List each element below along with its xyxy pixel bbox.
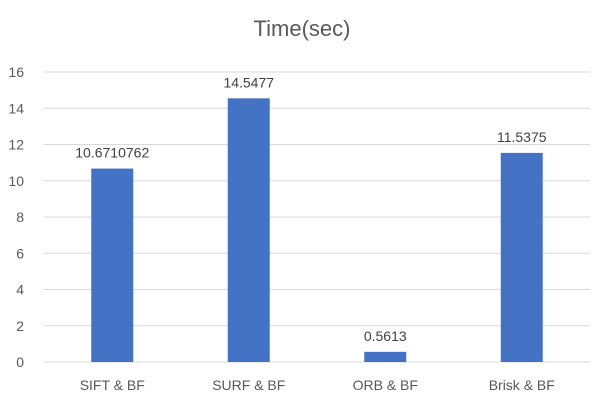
category-label-2: ORB & BF — [353, 377, 418, 393]
y-tick-label: 10 — [8, 173, 24, 189]
chart-title: Time(sec) — [253, 16, 351, 41]
x-axis-categories: SIFT & BF SURF & BF ORB & BF Brisk & BF — [80, 377, 555, 393]
y-tick-label: 0 — [16, 354, 24, 370]
category-label-1: SURF & BF — [212, 377, 285, 393]
y-tick-label: 6 — [16, 245, 24, 261]
grid-lines — [44, 71, 590, 363]
y-tick-label: 12 — [8, 137, 24, 153]
category-label-0: SIFT & BF — [80, 377, 145, 393]
y-tick-label: 4 — [16, 282, 24, 298]
y-tick-label: 8 — [16, 209, 24, 225]
category-label-3: Brisk & BF — [489, 377, 555, 393]
y-tick-label: 14 — [8, 100, 24, 116]
bar-2 — [364, 351, 407, 362]
y-tick-label: 2 — [16, 318, 24, 334]
data-label-0: 10.6710762 — [75, 145, 149, 161]
data-labels: 10.6710762 14.5477 0.5613 11.5375 — [75, 74, 546, 344]
y-axis-ticks: 0 2 4 6 8 10 12 14 16 — [8, 64, 24, 370]
bar-3 — [500, 152, 543, 362]
bar-0 — [91, 168, 134, 362]
data-label-3: 11.5375 — [497, 129, 547, 145]
data-label-2: 0.5613 — [364, 328, 407, 344]
bars — [91, 98, 543, 362]
y-tick-label: 16 — [8, 64, 24, 80]
data-label-1: 14.5477 — [223, 74, 274, 90]
bar-1 — [227, 98, 270, 362]
